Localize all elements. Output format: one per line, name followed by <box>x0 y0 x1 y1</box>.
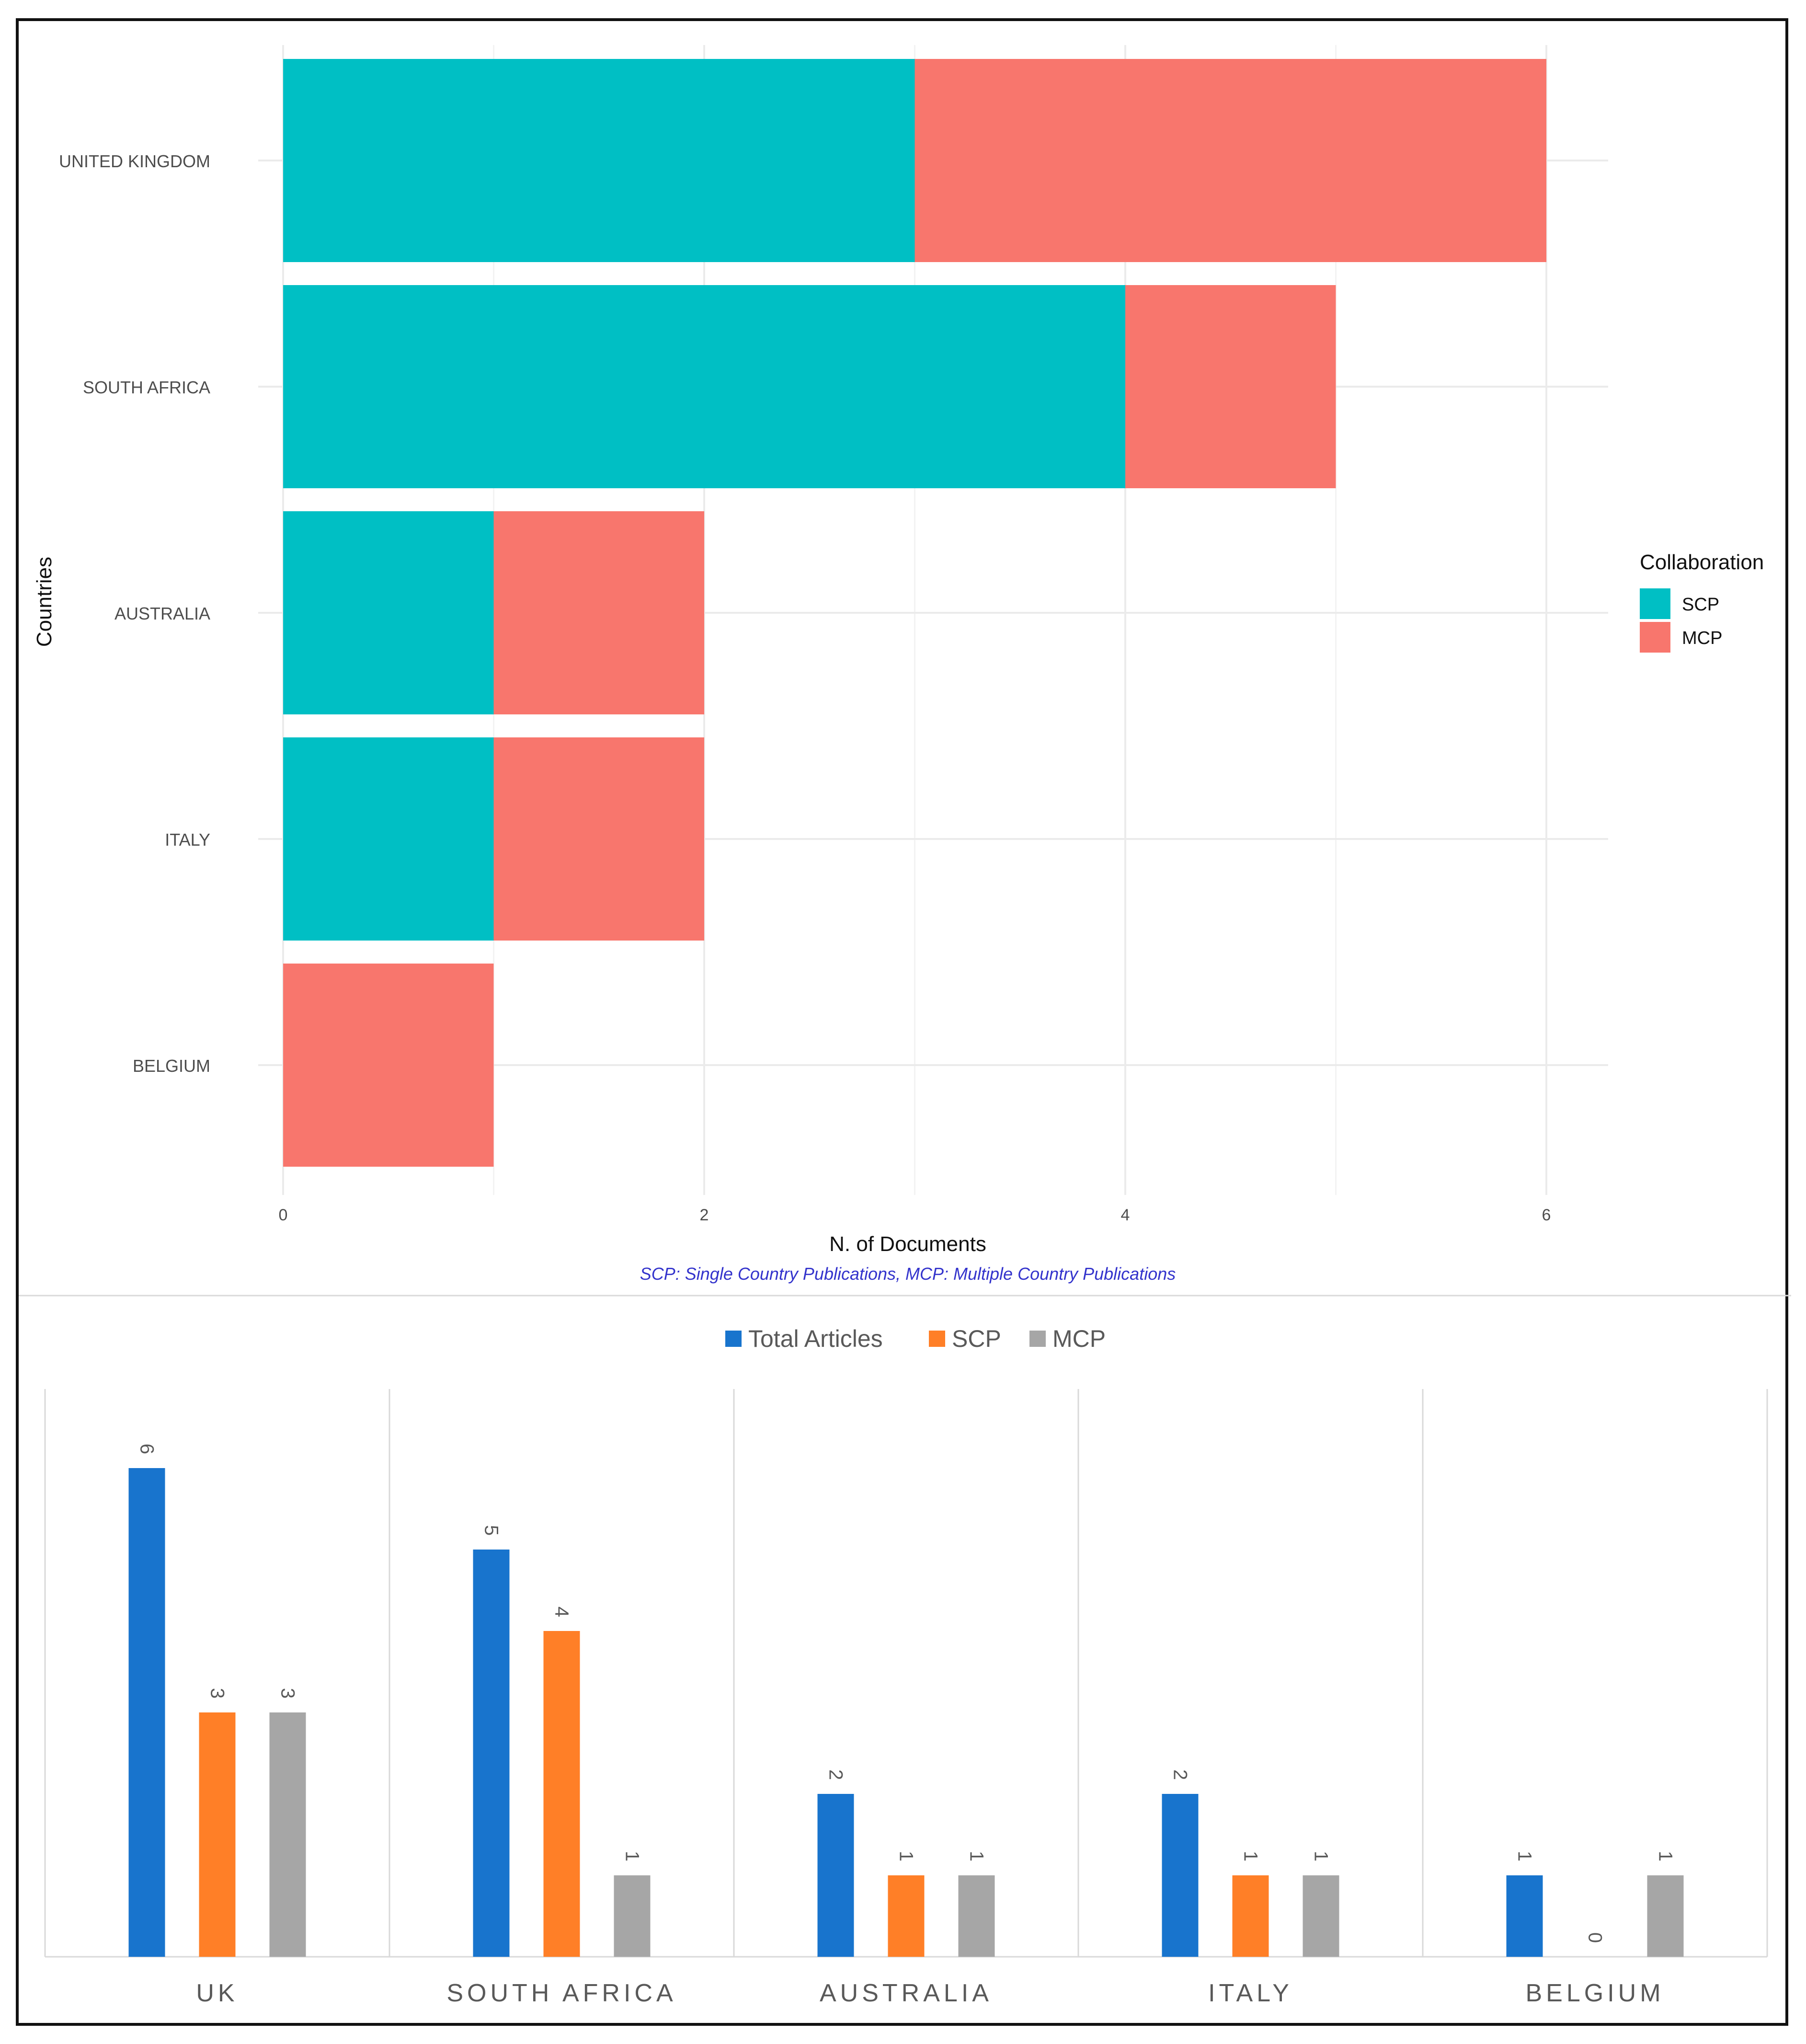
y-tick-label: ITALY <box>165 830 210 850</box>
x-tick-label: 6 <box>1542 1206 1551 1224</box>
bar-total-articles-australia <box>817 1794 854 1957</box>
x-tick-label: 2 <box>700 1206 709 1224</box>
data-label: 1 <box>1311 1851 1332 1861</box>
bar-scp-italy <box>283 737 494 941</box>
bar-mcp-australia <box>493 511 704 714</box>
category-label: ITALY <box>1208 1979 1293 2007</box>
legend-label-mcp: MCP <box>1052 1325 1106 1352</box>
data-label: 1 <box>966 1851 987 1861</box>
category-label: BELGIUM <box>1525 1979 1664 2007</box>
x-axis-title: N. of Documents <box>829 1232 986 1256</box>
data-label: 4 <box>551 1607 572 1617</box>
bar-mcp-italy <box>1303 1875 1339 1957</box>
legend-label-scp: SCP <box>1682 595 1719 615</box>
bar-total-articles-uk <box>128 1468 165 1957</box>
legend-swatch-scp <box>929 1331 945 1347</box>
bar-mcp-australia <box>958 1875 995 1957</box>
bar-mcp-south-africa <box>614 1875 651 1957</box>
x-tick-label: 4 <box>1121 1206 1130 1224</box>
legend-label-total-articles: Total Articles <box>748 1325 883 1352</box>
data-label: 3 <box>277 1688 298 1699</box>
legend-label-mcp: MCP <box>1682 628 1722 648</box>
data-label: 6 <box>137 1444 158 1454</box>
x-tick-label: 0 <box>279 1206 288 1224</box>
legend-swatch-mcp <box>1640 622 1670 653</box>
bar-mcp-italy <box>493 737 704 941</box>
y-tick-label: SOUTH AFRICA <box>83 378 210 397</box>
bar-mcp-south-africa <box>1125 285 1336 488</box>
bar-total-articles-belgium <box>1506 1875 1543 1957</box>
chart-caption: SCP: Single Country Publications, MCP: M… <box>640 1264 1176 1284</box>
figure-frame: UNITED KINGDOM SOUTH AFRICA AUSTRALIA ITALY… <box>16 18 1791 2026</box>
bar-scp-australia <box>283 511 494 714</box>
figure-svg: UNITED KINGDOM SOUTH AFRICA AUSTRALIA ITALY… <box>19 45 1791 2007</box>
data-label: 3 <box>207 1688 228 1699</box>
data-label: 5 <box>481 1525 502 1536</box>
bar-scp-south-africa <box>543 1631 580 1957</box>
bar-scp-united-kingdom <box>283 59 915 262</box>
bar-mcp-belgium <box>1647 1875 1684 1957</box>
category-label: AUSTRALIA <box>820 1979 993 2007</box>
bar-scp-italy <box>1232 1875 1269 1957</box>
legend-title: Collaboration <box>1640 551 1764 574</box>
legend-swatch-total-articles <box>725 1331 742 1347</box>
bar-scp-uk <box>199 1712 236 1957</box>
data-label: 1 <box>1240 1851 1261 1861</box>
data-label: 2 <box>1170 1769 1191 1780</box>
legend-swatch-mcp <box>1029 1331 1046 1347</box>
data-label: 1 <box>896 1851 917 1861</box>
y-axis-title: Countries <box>33 557 56 647</box>
category-label: SOUTH AFRICA <box>446 1979 676 2007</box>
category-label: UK <box>196 1979 238 2007</box>
bar-scp-australia <box>888 1875 925 1957</box>
y-tick-label: BELGIUM <box>133 1056 210 1076</box>
y-tick-label: UNITED KINGDOM <box>59 151 210 171</box>
bar-mcp-united-kingdom <box>914 59 1546 262</box>
bar-mcp-belgium <box>283 964 494 1167</box>
data-label: 1 <box>1514 1851 1535 1861</box>
data-label: 0 <box>1585 1932 1606 1943</box>
bar-scp-south-africa <box>283 285 1125 488</box>
data-label: 1 <box>622 1851 643 1861</box>
legend-label-scp: SCP <box>952 1325 1001 1352</box>
y-tick-label: AUSTRALIA <box>114 604 210 623</box>
data-label: 2 <box>825 1769 846 1780</box>
bar-mcp-uk <box>269 1712 306 1957</box>
bar-total-articles-south-africa <box>473 1550 510 1957</box>
data-label: 1 <box>1655 1851 1676 1861</box>
bar-total-articles-italy <box>1162 1794 1199 1957</box>
legend-swatch-scp <box>1640 588 1670 619</box>
